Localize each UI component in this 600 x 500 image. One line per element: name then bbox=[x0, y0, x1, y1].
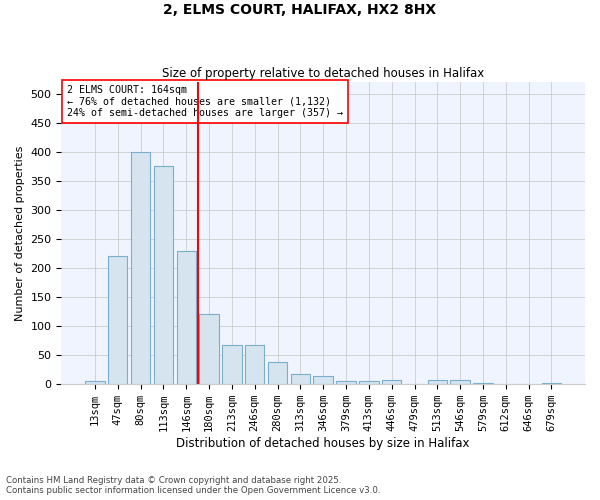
Bar bbox=[359, 382, 379, 384]
Bar bbox=[428, 380, 447, 384]
Bar bbox=[337, 382, 356, 384]
Title: Size of property relative to detached houses in Halifax: Size of property relative to detached ho… bbox=[162, 66, 484, 80]
X-axis label: Distribution of detached houses by size in Halifax: Distribution of detached houses by size … bbox=[176, 437, 470, 450]
Bar bbox=[131, 152, 150, 384]
Bar bbox=[222, 344, 242, 384]
Text: Contains HM Land Registry data © Crown copyright and database right 2025.
Contai: Contains HM Land Registry data © Crown c… bbox=[6, 476, 380, 495]
Bar bbox=[199, 314, 219, 384]
Bar bbox=[542, 383, 561, 384]
Bar bbox=[451, 380, 470, 384]
Bar bbox=[85, 382, 104, 384]
Bar bbox=[154, 166, 173, 384]
Text: 2 ELMS COURT: 164sqm
← 76% of detached houses are smaller (1,132)
24% of semi-de: 2 ELMS COURT: 164sqm ← 76% of detached h… bbox=[67, 85, 343, 118]
Text: 2, ELMS COURT, HALIFAX, HX2 8HX: 2, ELMS COURT, HALIFAX, HX2 8HX bbox=[163, 2, 437, 16]
Bar bbox=[268, 362, 287, 384]
Bar bbox=[473, 383, 493, 384]
Bar bbox=[176, 250, 196, 384]
Bar bbox=[245, 344, 265, 384]
Bar bbox=[290, 374, 310, 384]
Bar bbox=[382, 380, 401, 384]
Y-axis label: Number of detached properties: Number of detached properties bbox=[15, 146, 25, 321]
Bar bbox=[108, 256, 127, 384]
Bar bbox=[313, 376, 333, 384]
